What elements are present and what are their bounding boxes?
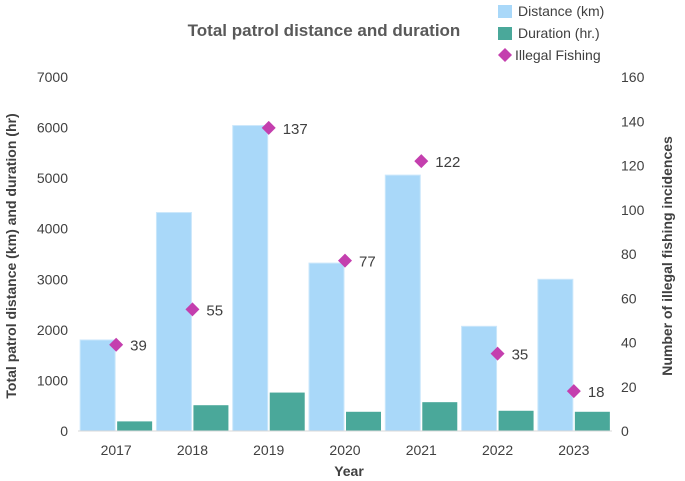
y2-tick-label: 140: [621, 113, 645, 129]
distance-bar: [232, 125, 269, 432]
illegal-fishing-label: 137: [283, 121, 308, 138]
legend-swatch-illegal-fishing: [498, 48, 512, 62]
y2-tick-label: 80: [621, 246, 637, 262]
x-tick-label: 2017: [101, 442, 132, 458]
x-tick-label: 2022: [482, 442, 513, 458]
x-tick-label: 2023: [558, 442, 589, 458]
duration-bar: [574, 411, 610, 431]
y-tick-label: 6000: [37, 120, 68, 136]
legend-label-distance: Distance (km): [518, 3, 604, 19]
y2-tick-label: 100: [621, 202, 645, 218]
illegal-fishing-label: 35: [512, 347, 529, 364]
duration-bar: [422, 402, 458, 431]
y-tick-label: 4000: [37, 221, 68, 237]
legend-label-illegal-fishing: Illegal Fishing: [515, 47, 601, 63]
distance-bar: [155, 212, 192, 432]
axes: 0 1000 2000 3000 4000 5000 6000 7000 0 20 40 60 80 10…: [37, 69, 645, 458]
y-tick-label: 7000: [37, 69, 68, 85]
y-tick-label: 0: [60, 423, 68, 439]
y-axis-title: Total patrol distance (km) and duration …: [3, 113, 19, 398]
illegal-fishing-label: 18: [588, 384, 605, 401]
x-tick-label: 2021: [406, 442, 437, 458]
illegal-fishing-label: 122: [435, 154, 460, 171]
duration-bar: [117, 421, 153, 431]
chart-title: Total patrol distance and duration: [188, 21, 461, 40]
legend-label-duration: Duration (hr.): [518, 25, 600, 41]
y2-tick-label: 60: [621, 290, 637, 306]
duration-bar: [193, 405, 229, 431]
duration-bar: [269, 392, 305, 431]
y2-tick-label: 0: [621, 423, 629, 439]
y2-tick-label: 20: [621, 379, 637, 395]
duration-bar: [498, 410, 534, 431]
y-tick-label: 2000: [37, 322, 68, 338]
illegal-fishing-marker: [185, 302, 200, 317]
y2-tick-label: 160: [621, 69, 645, 85]
y2-axis-title: Number of illegal fishing incidences: [659, 136, 675, 376]
y-tick-label: 1000: [37, 372, 68, 388]
distance-bar: [308, 262, 345, 432]
illegal-fishing-marker: [338, 253, 352, 268]
legend-swatch-distance: [498, 5, 512, 18]
illegal-fishing-label: 77: [359, 254, 376, 271]
x-tick-label: 2020: [329, 442, 360, 458]
distance-bar: [384, 174, 421, 432]
distance-bar: [537, 278, 574, 432]
illegal-fishing-marker: [109, 337, 124, 352]
legend-swatch-duration: [498, 27, 512, 40]
y-tick-label: 5000: [37, 170, 68, 186]
distance-bar: [461, 325, 498, 432]
illegal-fishing-label: 55: [206, 302, 223, 319]
illegal-fishing-marker: [566, 384, 581, 399]
x-tick-label: 2019: [253, 442, 284, 458]
duration-bar: [346, 411, 381, 431]
illegal-fishing-marker: [261, 120, 276, 135]
illegal-fishing-label: 39: [130, 338, 147, 355]
bars: [79, 125, 610, 432]
legend: Distance (km) Duration (hr.) Illegal Fishi…: [498, 3, 604, 63]
illegal-fishing-marker: [490, 346, 505, 361]
x-axis-title: Year: [334, 463, 364, 479]
x-tick-label: 2018: [177, 442, 208, 458]
y-tick-label: 3000: [37, 271, 68, 287]
scatter-markers: 39 55 137 77 122 35 18: [109, 120, 605, 401]
y2-tick-label: 40: [621, 335, 637, 351]
y2-tick-label: 120: [621, 158, 645, 174]
illegal-fishing-marker: [414, 154, 429, 169]
distance-bar: [79, 339, 116, 432]
